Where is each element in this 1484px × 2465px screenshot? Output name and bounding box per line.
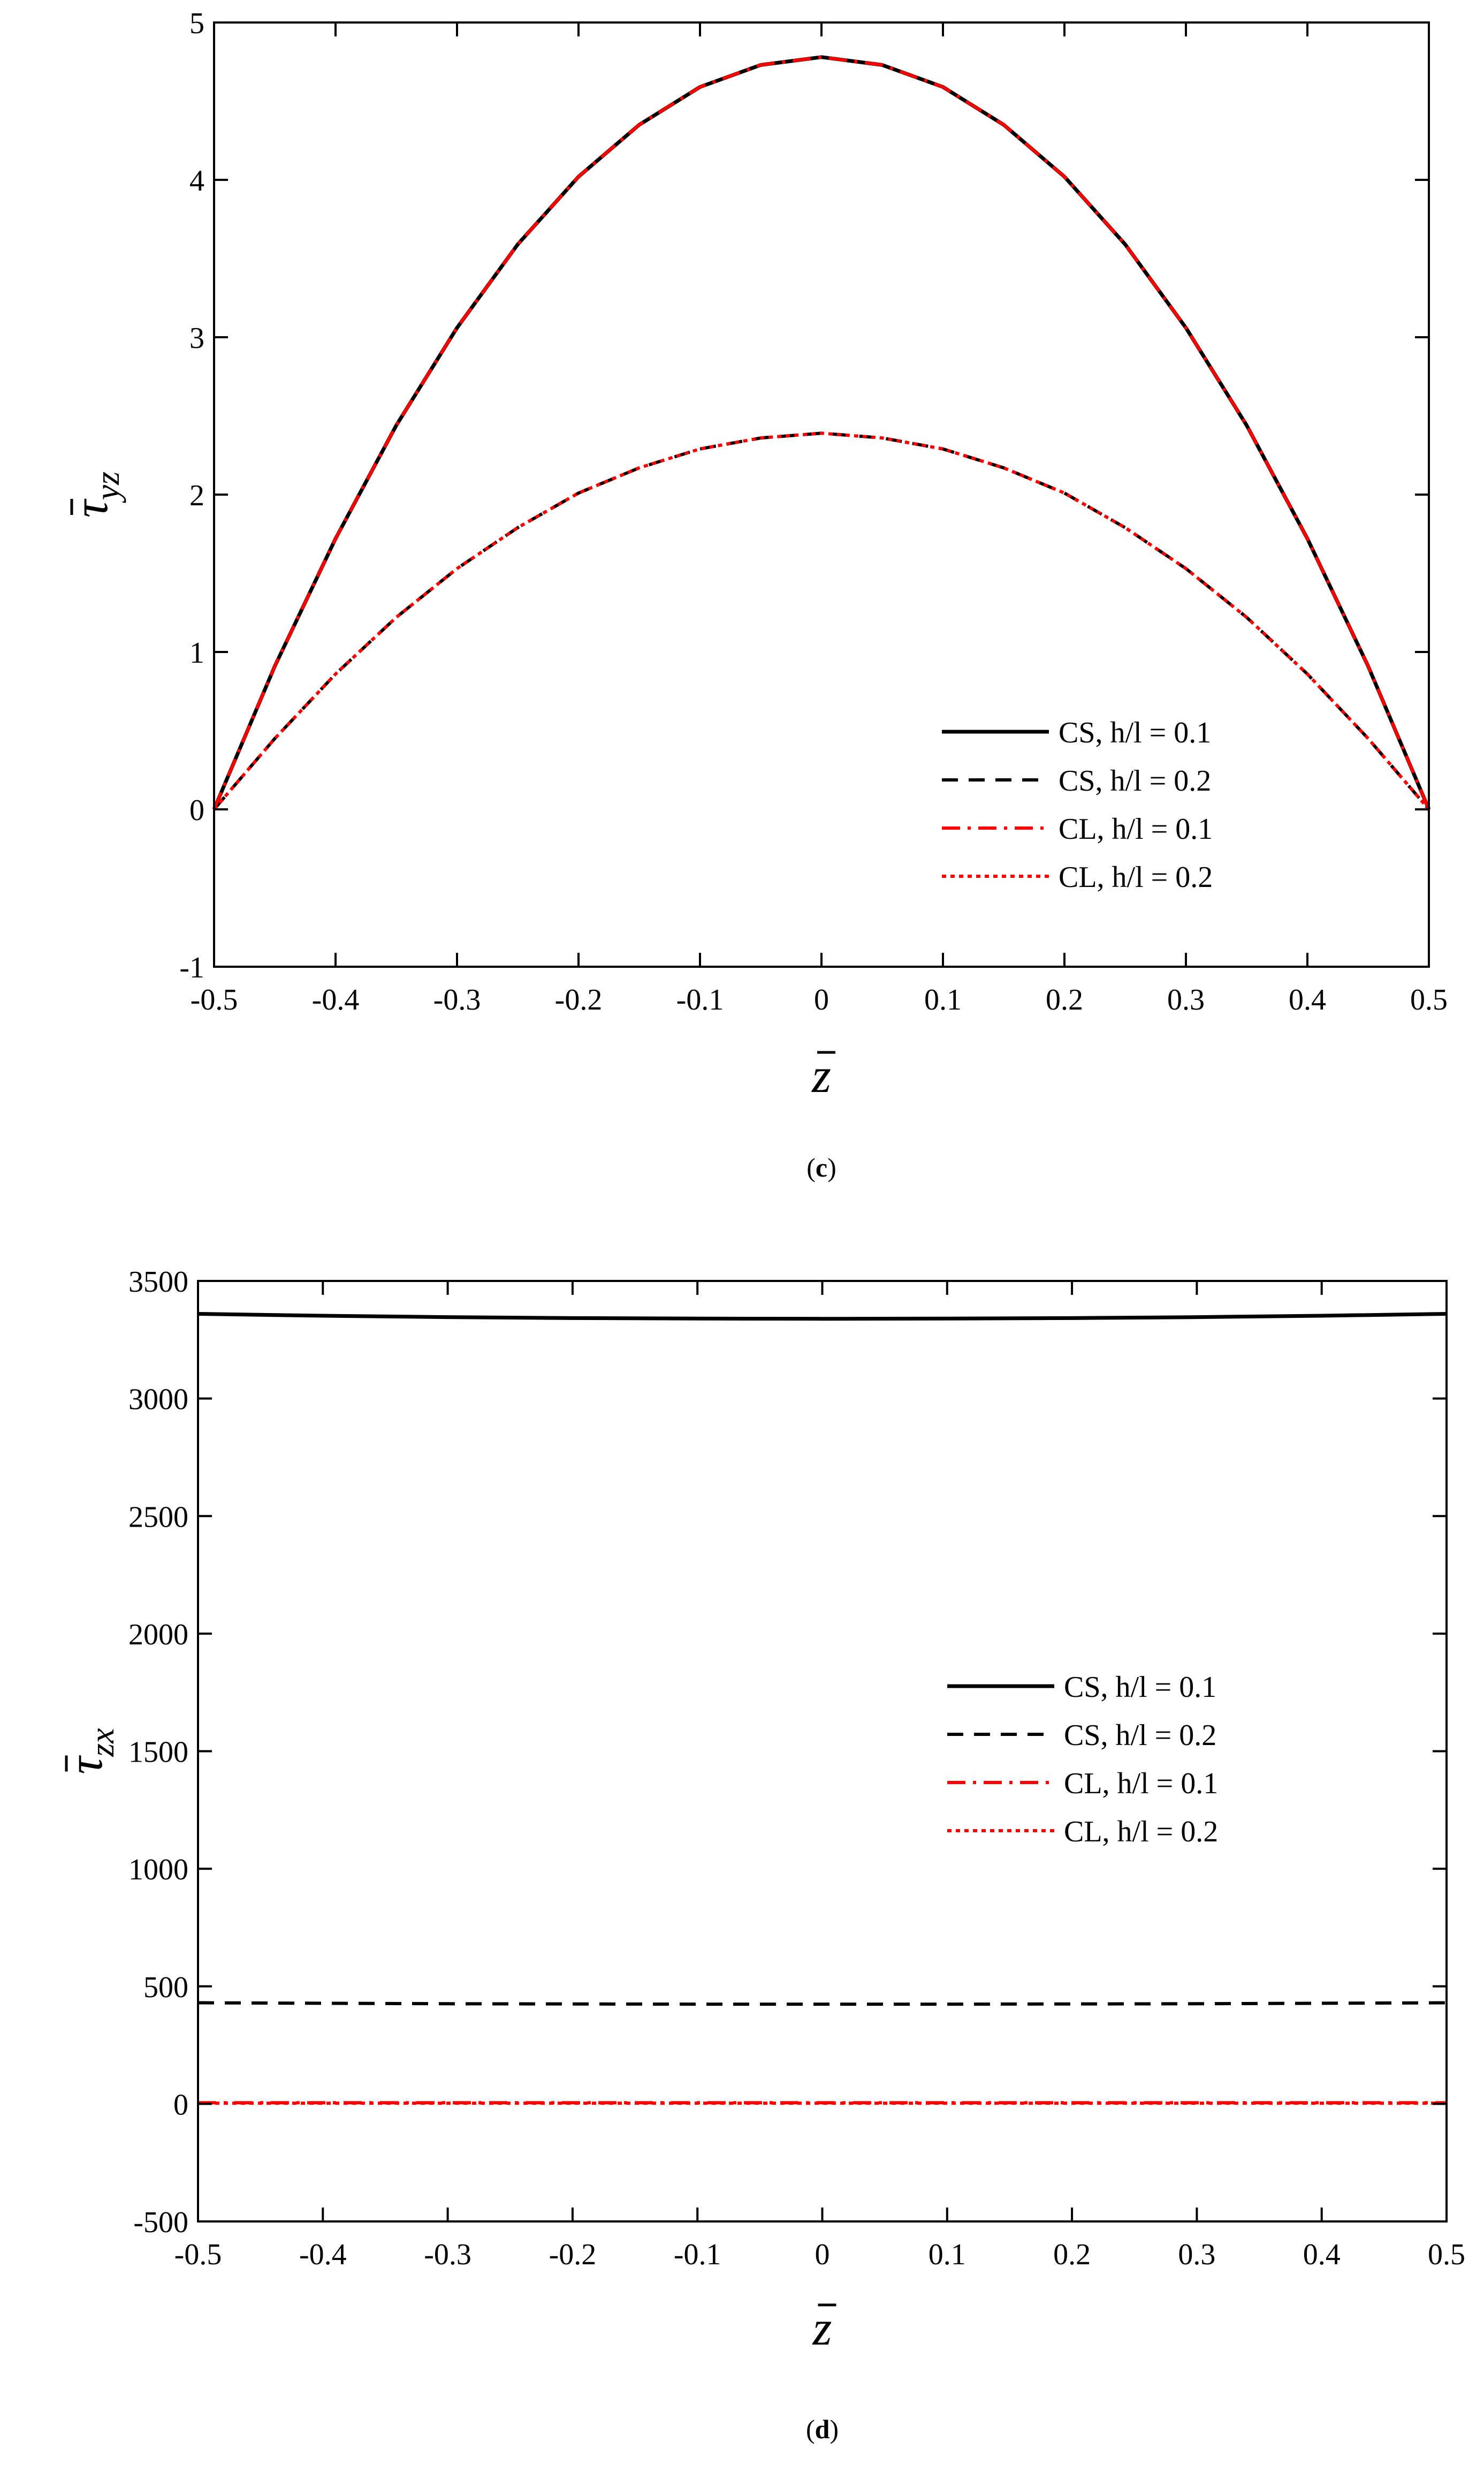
panel-d: -0.5 -0.4 -0.3 -0.2 -0.1 0 0.1 0.2 0.3 0.4 0.5 -500… [58, 1265, 1465, 2444]
y-tick-label: 4 [189, 164, 204, 198]
plot-frame [213, 21, 1430, 968]
panel-caption: (c) [806, 1152, 836, 1182]
y-tick-label: 0 [189, 794, 204, 827]
plot-frame [197, 1280, 1448, 2223]
x-tick-label: -0.3 [424, 2238, 471, 2271]
series-line-4 [212, 431, 1430, 810]
y-tick-label: 3500 [128, 1265, 188, 1299]
y-tick-label: 3 [189, 322, 204, 355]
y-axis-label-sub: zx [83, 1728, 121, 1757]
panel-caption-letter: c [816, 1152, 827, 1182]
x-tick-label: 0.2 [1053, 2238, 1091, 2271]
x-tick-label: 0 [815, 2238, 830, 2271]
series-line-1 [197, 1312, 1447, 1321]
x-tick-label: -0.1 [674, 2238, 721, 2271]
y-tick-label: -1 [179, 951, 204, 984]
x-tick-label: 0.3 [1167, 983, 1205, 1017]
x-tick-label: -0.4 [299, 2238, 347, 2271]
legend-label: CL, h/l = 0.2 [1064, 1815, 1218, 1848]
y-tick-label: 2500 [128, 1500, 188, 1534]
y-tick-label: 0 [173, 2088, 188, 2121]
series-line-3 [212, 55, 1430, 810]
legend-label: CS, h/l = 0.2 [1064, 1719, 1216, 1752]
x-axis-label: z [812, 2301, 832, 2355]
y-tick-label: 2 [189, 479, 204, 512]
x-tick-label: 0.2 [1046, 983, 1083, 1017]
y-tick-label: 1 [189, 636, 204, 670]
x-tick-label: -0.3 [433, 983, 481, 1017]
legend-label: CL, h/l = 0.1 [1059, 813, 1213, 846]
y-tick-label: 1000 [128, 1853, 188, 1886]
legend-label: CL, h/l = 0.1 [1064, 1767, 1218, 1800]
y-tick-label: 3000 [128, 1383, 188, 1416]
x-tick-label: -0.2 [555, 983, 603, 1017]
x-tick-label: 0.3 [1178, 2238, 1215, 2271]
series-line-2 [197, 2001, 1447, 2006]
legend-label: CL, h/l = 0.2 [1059, 861, 1213, 894]
legend-label: CS, h/l = 0.2 [1059, 764, 1211, 798]
x-tick-label: 0.1 [924, 983, 962, 1017]
legend-label: CS, h/l = 0.1 [1059, 716, 1211, 749]
y-tick-label: 5 [189, 7, 204, 40]
x-tick-label: -0.5 [191, 983, 238, 1017]
x-tick-label: 0.4 [1303, 2238, 1341, 2271]
series-line-2 [212, 431, 1430, 810]
x-tick-label: -0.5 [174, 2238, 222, 2271]
x-tick-label: 0.5 [1428, 2238, 1465, 2271]
legend: CS, h/l = 0.1 CS, h/l = 0.2 CL, h/l = 0.1 C… [947, 1671, 1218, 1848]
y-axis-label-sub: yz [88, 472, 126, 503]
y-tick-label: 500 [143, 1971, 188, 2004]
x-tick-label: -0.2 [549, 2238, 597, 2271]
x-tick-label: 0.4 [1289, 983, 1326, 1017]
legend-label: CS, h/l = 0.1 [1064, 1671, 1216, 1704]
panel-caption-letter: d [815, 2414, 830, 2444]
y-tick-label: 2000 [128, 1618, 188, 1651]
x-tick-label: -0.4 [312, 983, 360, 1017]
panel-caption: (d) [806, 2414, 839, 2444]
y-tick-label: 1500 [128, 1736, 188, 1769]
x-tick-label: -0.1 [676, 983, 724, 1017]
panel-c: -0.5 -0.4 -0.3 -0.2 -0.1 0 0.1 0.2 0.3 0.4 0.5 -1 0 1… [63, 7, 1448, 1182]
legend: CS, h/l = 0.1 CS, h/l = 0.2 CL, h/l = 0.1 C… [942, 716, 1213, 894]
x-axis-label: z [811, 1048, 831, 1103]
x-tick-label: 0.5 [1410, 983, 1448, 1017]
y-tick-label: -500 [133, 2206, 188, 2239]
x-tick-label: 0.1 [929, 2238, 966, 2271]
x-tick-label: 0 [814, 983, 829, 1017]
